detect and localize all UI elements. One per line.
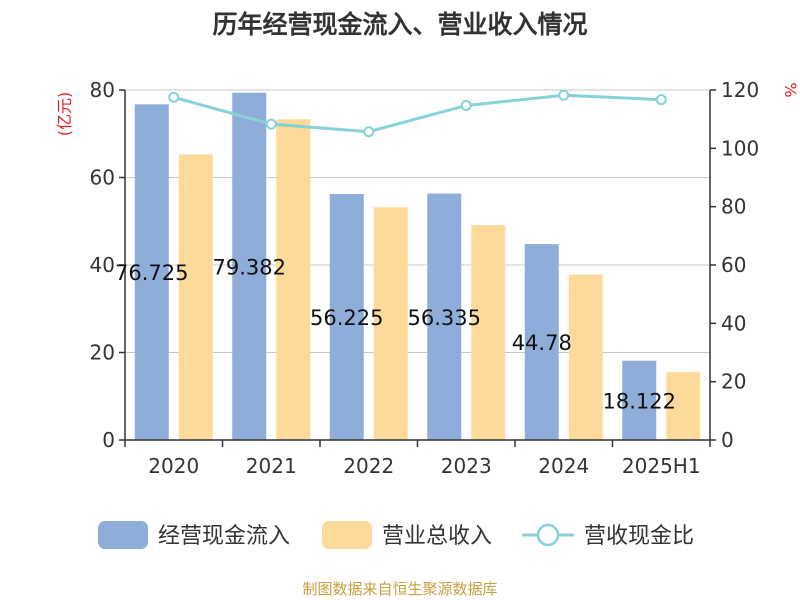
right-axis-unit: % [781,82,800,97]
x-tick-label: 2020 [148,454,199,478]
bar-revenue [666,372,701,440]
ratio-point [168,91,180,103]
right-tick-label: 20 [721,370,746,394]
legend-swatch-cash-inflow [98,521,148,549]
source-note: 制图数据来自恒生聚源数据库 [302,580,497,598]
left-tick-label: 60 [90,166,115,190]
ratio-point [363,126,375,138]
right-tick-label: 0 [721,428,734,452]
bar-cash-inflow [134,104,169,440]
bar-cash-inflow [524,244,559,440]
right-tick-label: 60 [721,253,746,277]
bar-revenue [568,274,603,440]
legend-label-revenue: 营业总收入 [382,524,492,549]
ratio-series-line [173,93,662,134]
bar-revenue [373,207,408,440]
ratio-line [168,89,667,138]
bar-revenue [178,154,213,440]
left-tick-label: 40 [90,253,115,277]
left-tick-label: 0 [102,428,115,452]
ratio-point [558,89,570,101]
gridlines [125,89,710,353]
legend: 经营现金流入 营业总收入 营收现金比 [98,521,694,549]
ratio-point [265,118,277,130]
data-label-cash-inflow: 79.382 [213,255,286,279]
bars [134,92,701,441]
bar-cash-inflow [427,193,462,440]
data-label-cash-inflow: 56.225 [310,306,383,330]
bar-cash-inflow [622,360,657,440]
x-tick-label: 2022 [343,454,394,478]
right-tick-label: 40 [721,311,746,335]
ratio-point [460,99,472,111]
legend-swatch-ratio-marker [536,523,560,547]
data-labels: 76.725 79.382 56.225 56.335 44.78 18.122 [115,255,676,413]
x-tick-label: 2025H1 [622,454,701,478]
legend-swatch-revenue [322,521,372,549]
right-tick-label: 100 [721,136,759,160]
data-label-cash-inflow: 44.78 [512,331,572,355]
x-tick-label: 2024 [538,454,589,478]
data-label-cash-inflow: 18.122 [603,389,676,413]
bar-revenue [276,119,311,440]
left-tick-label: 80 [90,78,115,102]
left-tick-label: 20 [90,341,115,365]
legend-label-cash-inflow: 经营现金流入 [158,524,290,549]
x-tick-label: 2023 [441,454,492,478]
bar-cash-inflow [329,194,364,440]
right-tick-label: 120 [721,78,759,102]
left-axis-unit: (亿元) [55,92,74,137]
legend-label-ratio: 营收现金比 [584,524,694,549]
ratio-point [655,94,667,106]
x-tick-label: 2021 [246,454,297,478]
axes: 0 20 40 60 80 0 20 40 60 80 100 120 2020 2021 2022 2023… [90,78,760,478]
data-label-cash-inflow: 56.335 [408,306,481,330]
data-label-cash-inflow: 76.725 [115,261,188,285]
chart-title: 历年经营现金流入、营业收入情况 [212,10,587,39]
right-tick-label: 80 [721,195,746,219]
bar-revenue [471,225,506,440]
bar-cash-inflow [232,92,267,441]
